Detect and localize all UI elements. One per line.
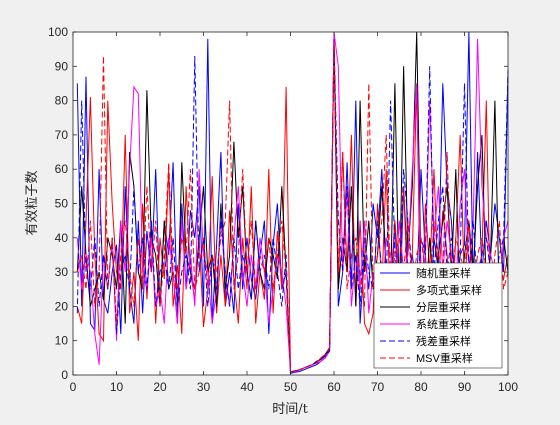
legend-label: 残差重采样 xyxy=(416,334,471,348)
y-tick-label: 60 xyxy=(55,162,69,176)
series-layer xyxy=(76,31,509,374)
y-tick-label: 100 xyxy=(48,25,68,39)
x-tick-label: 50 xyxy=(284,380,298,394)
legend-box xyxy=(373,262,503,369)
x-tick-label: 40 xyxy=(240,380,254,394)
y-tick-label: 10 xyxy=(55,334,69,348)
legend-label: 多项式重采样 xyxy=(416,283,482,297)
x-tick-label: 20 xyxy=(153,380,167,394)
x-tick-label: 90 xyxy=(458,380,472,394)
x-tick-label: 70 xyxy=(371,380,385,394)
y-axis-label: 有效粒子数 xyxy=(25,170,40,235)
legend-label: 系统重采样 xyxy=(416,317,471,331)
legend-label: 随机重采样 xyxy=(416,266,471,280)
y-tick-label: 70 xyxy=(55,128,69,142)
x-tick-label: 100 xyxy=(498,380,518,394)
tick-layer: 0 10 20 30 40 50 60 70 80 90 100 0 10 20 30 40 50 60 70 80 9… xyxy=(48,25,518,394)
y-tick-label: 20 xyxy=(55,299,69,313)
legend-label: 分层重采样 xyxy=(416,300,471,314)
x-tick-label: 10 xyxy=(110,380,124,394)
x-tick-label: 60 xyxy=(327,380,341,394)
y-tick-label: 30 xyxy=(55,265,69,279)
y-tick-label: 80 xyxy=(55,94,69,108)
series-line-6 xyxy=(76,42,509,373)
x-tick-label: 30 xyxy=(197,380,211,394)
x-tick-label: 0 xyxy=(70,380,77,394)
x-axis-label: 时间/t xyxy=(272,402,308,417)
y-tick-label: 40 xyxy=(55,231,69,245)
legend-label: MSV重采样 xyxy=(416,351,473,365)
y-tick-label: 0 xyxy=(61,368,68,382)
x-tick-label: 80 xyxy=(414,380,428,394)
y-tick-label: 50 xyxy=(55,197,69,211)
y-tick-label: 90 xyxy=(55,59,69,73)
